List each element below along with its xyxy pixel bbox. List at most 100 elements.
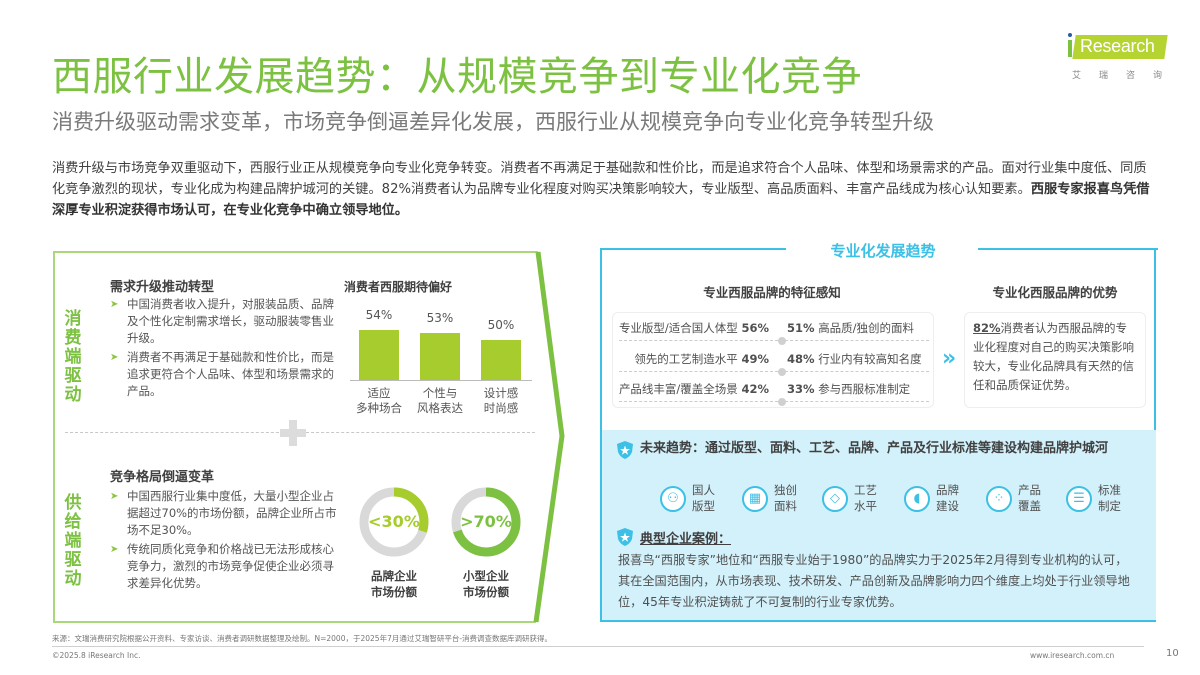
icon-label-line: 工艺 [854,483,877,497]
logo-cn-text: 艾瑞咨询 [1072,71,1181,81]
drivers-panel [52,250,565,626]
feature-right-label: 高品质/独创的面料 [818,321,915,335]
category-line: 时尚感 [483,401,519,415]
website-link[interactable]: www.iresearch.com.cn [1030,651,1115,660]
trend-title: 未来趋势：通过版型、面料、工艺、品牌、产品及行业标准等建设构建品牌护城河 [640,441,1109,456]
page-number: 10 [1166,648,1179,659]
feature-right-label: 参与西服标准制定 [818,382,911,396]
donut-value: <30% [368,512,420,531]
icon-label-line: 制定 [1098,499,1121,513]
feature-row: 领先的工艺制造水平 49% 48% 行业内有较高知名度 [619,346,929,376]
bar [420,332,460,380]
trend-icon-label: 独创 面料 [774,482,814,514]
row-dot [778,368,786,376]
grid-icon: ⁘ [986,486,1012,512]
icon-label-line: 覆盖 [1018,499,1041,513]
donut-label-line: 品牌企业 [371,569,417,583]
feature-left: 产品线丰富/覆盖全场景 42% [619,381,769,397]
case-title: 典型企业案例： [640,532,732,547]
bar-category-label: 个性与 风格表达 [407,386,473,416]
category-line: 风格表达 [417,401,463,415]
feature-row: 产品线丰富/覆盖全场景 42% 33% 参与西服标准制定 [619,376,929,406]
iresearch-logo: Research 艾瑞咨询 [1068,30,1168,81]
intro-bold-text: 西服专家报喜鸟凭借深厚专业积淀获得市场认可，在专业化竞争中确立领导地位。 [52,182,1150,218]
supply-bullet: 中国西服行业集中度低，大量小型企业占据超过70%的市场份额，品牌企业所占市场不足… [110,488,340,539]
icon-label-line: 标准 [1098,483,1121,497]
feature-right: 51% 高品质/独创的面料 [787,320,914,336]
supply-title: 竞争格局倒逼变革 [110,470,215,485]
diamond-icon: ◇ [822,486,848,512]
feature-left: 专业版型/适合国人体型 56% [619,320,769,336]
page-title: 西服行业发展趋势：从规模竞争到专业化竞争 [52,54,862,100]
donut-label: 小型企业 市场份额 [446,568,526,600]
icon-label-line: 面料 [774,499,797,513]
bar-value-label: 50% [487,318,515,332]
trend-section [602,430,1156,620]
trend-icon-label: 国人 版型 [692,482,732,514]
feature-left-label: 领先的工艺制造水平 [634,352,738,366]
feature-left-value: 42% [741,382,769,396]
demand-vertical-label: 消费端驱动 [64,309,82,405]
donut-ring: <30% [358,486,430,558]
feature-right-value: 48% [787,352,815,366]
panel-top-border-right [978,248,1158,250]
panel-arrow-frame [53,251,565,623]
people-icon: ⚇ [660,486,686,512]
small-firm-share-donut: >70% 小型企业 市场份额 [446,486,526,600]
intro-text: 消费升级与市场竞争双重驱动下，西服行业正从规模竞争向专业化竞争转变。消费者不再满… [52,161,1147,197]
feature-right-value: 51% [787,321,815,335]
feature-right: 48% 行业内有较高知名度 [787,351,922,367]
supply-bullets: 中国西服行业集中度低，大量小型企业占据超过70%的市场份额，品牌企业所占市场不足… [110,488,340,594]
supply-bullet: 传统同质化竞争和价格战已无法形成核心竞争力，激烈的市场竞争促使企业必须寻求差异化… [110,541,340,592]
brand-share-donut: <30% 品牌企业 市场份额 [354,486,434,600]
bar-category-label: 设计感 时尚感 [468,386,534,416]
feature-row: 专业版型/适合国人体型 56% 51% 高品质/独创的面料 [619,315,929,345]
page-subtitle: 消费升级驱动需求变革，市场竞争倒逼差异化发展，西服行业从规模竞争向专业化竞争转型… [52,110,934,134]
donut-label-line: 市场份额 [371,585,417,599]
trend-icon-label: 工艺 水平 [854,482,894,514]
bar-category-label: 适应 多种场合 [346,386,412,416]
row-dot [778,337,786,345]
feature-left: 领先的工艺制造水平 49% [634,351,769,367]
feature-left-value: 49% [741,352,769,366]
feature-right-label: 行业内有较高知名度 [818,352,922,366]
icon-label-line: 版型 [692,499,715,513]
logo-i-bar [1068,40,1072,57]
double-chevron-right-icon: » [942,346,957,371]
donut-label-line: 市场份额 [463,585,509,599]
plus-icon [280,420,306,446]
category-line: 设计感 [483,386,519,400]
copyright: ©2025.8 iResearch Inc. [52,651,141,660]
advantage-highlight: 82% [973,321,1001,335]
shield-star-icon [617,441,633,459]
bar-value-label: 54% [365,308,393,322]
donut-chart-icon [451,487,521,557]
fabric-icon: ▦ [742,486,768,512]
icon-label-line: 品牌 [936,483,959,497]
feature-left-label: 产品线丰富/覆盖全场景 [618,382,738,396]
logo-brand-text: Research [1080,36,1155,56]
source-note: 来源：文瑞消费研究院根据公开资料、专家访谈、消费者调研数据整理及绘制。N=200… [52,634,553,643]
donut-label-line: 小型企业 [463,569,509,583]
advantage-box: 82%消费者认为西服品牌的专业化程度对自己的购买决策影响较大，专业化品牌具有天然… [964,312,1146,408]
demand-bullet: 中国消费者收入提升，对服装品质、品牌及个性化定制需求增长，驱动服装零售业升级。 [110,296,340,347]
icon-label-line: 建设 [936,499,959,513]
chart-axis [350,380,532,381]
chart-title: 消费者西服期待偏好 [343,280,452,294]
megaphone-icon: ◖ [904,486,930,512]
intro-paragraph: 消费升级与市场竞争双重驱动下，西服行业正从规模竞争向专业化竞争转变。消费者不再满… [52,158,1152,221]
advantage-text: 消费者认为西服品牌的专业化程度对自己的购买决策影响较大，专业化品牌具有天然的信任… [973,321,1134,392]
bar [481,340,521,380]
logo-dot [1068,33,1072,37]
icon-label-line: 水平 [854,499,877,513]
category-line: 适应 [367,386,391,400]
bar-column: 53% [413,311,467,325]
trend-icon-label: 品牌 建设 [936,482,976,514]
feature-right-value: 33% [787,382,815,396]
panel-top-border-left [600,248,786,250]
bar-column: 54% [352,308,406,322]
feature-left-label: 专业版型/适合国人体型 [618,321,738,335]
trend-icon-label: 标准 制定 [1098,482,1138,514]
category-line: 多种场合 [356,401,402,415]
donut-value: >70% [460,512,512,531]
